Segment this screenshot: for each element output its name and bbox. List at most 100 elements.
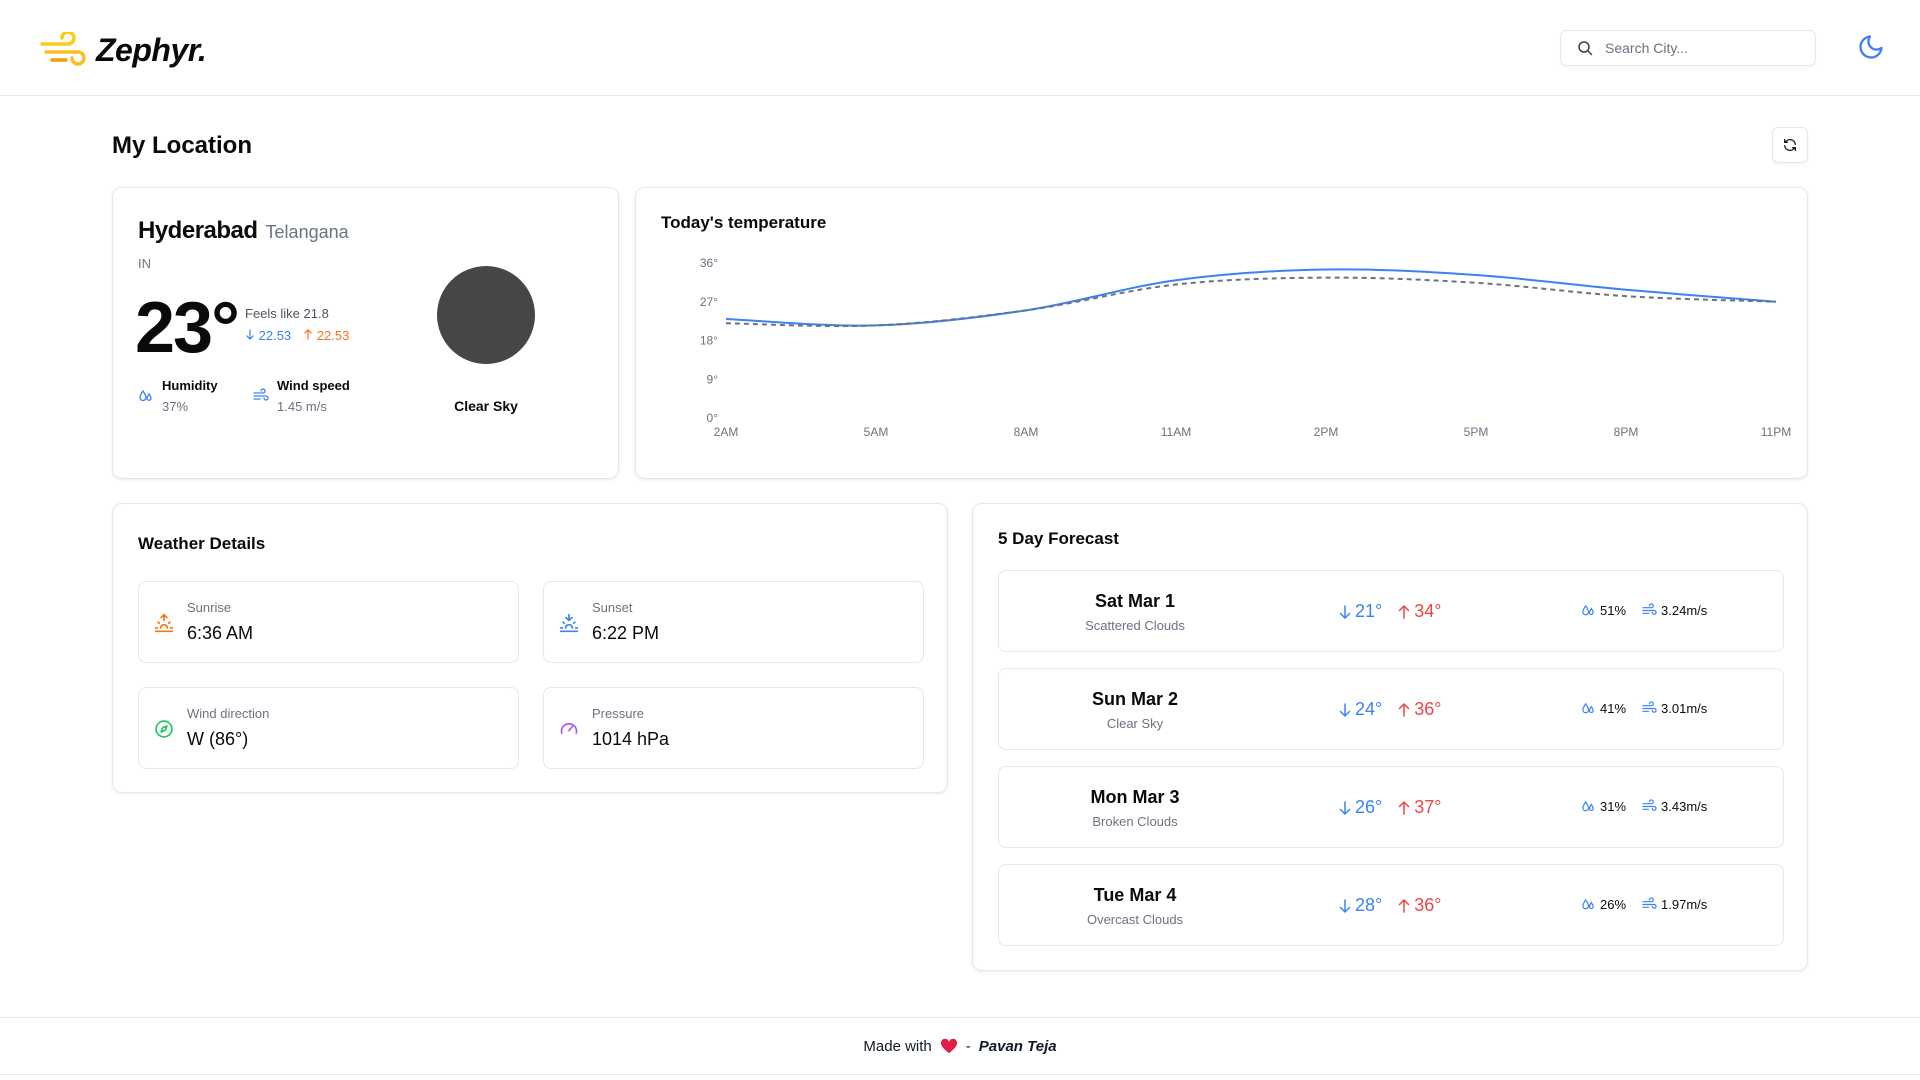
feels-like-line (725, 276, 1777, 328)
arrow-up-icon (1398, 800, 1410, 815)
app-header: Zephyr. (0, 0, 1920, 96)
footer-author[interactable]: Pavan Teja (978, 1037, 1057, 1055)
forecast-day: Sat Mar 1 Scattered Clouds (999, 591, 1271, 633)
sunset-tile: Sunset 6:22 PM (543, 581, 924, 663)
forecast-day: Tue Mar 4 Overcast Clouds (999, 885, 1271, 927)
forecast-row: Sat Mar 1 Scattered Clouds 21° 34° 51% 3.24m/… (998, 570, 1784, 652)
forecast-humidity: 26% (1581, 897, 1626, 912)
refresh-icon (1784, 138, 1796, 152)
x-tick-label: 8PM (1614, 425, 1639, 439)
arrow-down-icon (1339, 702, 1351, 717)
footer: Made with - Pavan Teja (0, 1017, 1920, 1075)
forecast-stats: 41% 3.01m/s (1581, 701, 1707, 716)
forecast-wind-value: 1.97m/s (1661, 897, 1708, 912)
forecast-max: 36° (1398, 895, 1441, 916)
wind-label: Wind speed (277, 378, 350, 393)
search-input[interactable] (1605, 40, 1795, 56)
humidity-value: 37% (162, 399, 189, 414)
y-tick-label: 18° (700, 334, 718, 348)
wind-direction-tile: Wind direction W (86°) (138, 687, 519, 769)
forecast-max-value: 36° (1414, 699, 1442, 719)
forecast-temps: 26° 37° (1339, 797, 1441, 818)
forecast-stats: 31% 3.43m/s (1581, 799, 1707, 814)
logo[interactable]: Zephyr. (40, 30, 207, 70)
forecast-day-name: Tue Mar 4 (1093, 885, 1177, 905)
app-name: Zephyr. (96, 31, 207, 68)
forecast-max: 37° (1398, 797, 1441, 818)
arrow-down-icon (1339, 898, 1351, 913)
chart-title: Today's temperature (661, 213, 827, 232)
forecast-day: Sun Mar 2 Clear Sky (999, 689, 1271, 731)
max-temp: 22.53 (303, 328, 349, 343)
min-max-temp: 22.53 22.53 (245, 328, 349, 343)
arrow-down-icon (246, 329, 254, 340)
wind-speed-stat: Wind speed 1.45 m/s (253, 378, 350, 414)
wind-icon (1642, 603, 1657, 615)
arrow-up-icon (304, 329, 312, 340)
sunrise-tile: Sunrise 6:36 AM (138, 581, 519, 663)
wind-icon (1642, 701, 1657, 713)
footer-made-with: Made with (863, 1037, 932, 1055)
forecast-min: 26° (1339, 797, 1382, 818)
forecast-min: 24° (1339, 699, 1382, 720)
weather-details-card: Weather Details Sunrise 6:36 AM Sunset 6… (112, 503, 948, 793)
forecast-temps: 21° 34° (1339, 601, 1441, 622)
max-temp-value: 22.53 (316, 328, 350, 343)
weather-condition-icon (437, 266, 535, 364)
forecast-min-value: 28° (1355, 895, 1383, 915)
forecast-humidity-value: 51% (1600, 603, 1627, 618)
refresh-button[interactable] (1772, 127, 1808, 163)
compass-icon (155, 720, 173, 738)
y-tick-label: 36° (700, 256, 718, 270)
wind-direction-value: W (86°) (187, 729, 249, 749)
arrow-up-icon (1398, 604, 1410, 619)
wind-icon (1642, 897, 1657, 909)
temperature-chart: 0° 9° 18° 27° 36° 2AM 5AM 8AM 11AM 2PM 5PM 8PM 11PM (700, 256, 1791, 439)
forecast-min: 21° (1339, 601, 1382, 622)
pressure-tile: Pressure 1014 hPa (543, 687, 924, 769)
pressure-label: Pressure (592, 706, 645, 721)
wind-value: 1.45 m/s (277, 399, 327, 414)
droplets-icon (1582, 702, 1594, 714)
city-search[interactable] (1560, 30, 1816, 66)
forecast-min-value: 26° (1355, 797, 1383, 817)
wind-icon (253, 388, 269, 401)
heart-icon (940, 1038, 957, 1054)
forecast-wind: 3.24m/s (1642, 603, 1707, 618)
forecast-humidity-value: 26% (1600, 897, 1627, 912)
forecast-wind: 3.01m/s (1642, 701, 1707, 716)
arrow-up-icon (1398, 898, 1410, 913)
forecast-day-desc: Overcast Clouds (1086, 912, 1184, 927)
forecast-title: 5 Day Forecast (998, 529, 1119, 548)
y-tick-label: 27° (700, 295, 718, 309)
forecast-wind: 3.43m/s (1642, 799, 1707, 814)
droplets-icon (1582, 898, 1594, 910)
forecast-card: 5 Day Forecast Sat Mar 1 Scattered Clouds… (972, 503, 1808, 971)
current-temperature: 23° (135, 288, 240, 368)
forecast-humidity: 41% (1581, 701, 1626, 716)
droplets-icon (139, 389, 152, 402)
page-title: My Location (112, 132, 253, 159)
humidity-stat: Humidity 37% (138, 378, 218, 414)
forecast-max: 34° (1398, 601, 1441, 622)
forecast-min: 28° (1339, 895, 1382, 916)
forecast-temps: 28° 36° (1339, 895, 1441, 916)
x-tick-label: 11PM (1761, 425, 1791, 439)
country-code: IN (138, 256, 151, 271)
arrow-down-icon (1339, 800, 1351, 815)
forecast-day-name: Sat Mar 1 (1094, 591, 1176, 611)
min-temp: 22.53 (245, 328, 291, 343)
x-tick-label: 5AM (864, 425, 889, 439)
footer-separator: - (965, 1037, 971, 1055)
forecast-max-value: 36° (1414, 895, 1442, 915)
theme-toggle-button[interactable] (1856, 32, 1886, 62)
y-tick-label: 0° (707, 411, 719, 425)
forecast-wind-value: 3.24m/s (1661, 603, 1708, 618)
gauge-icon (560, 722, 578, 734)
forecast-wind-value: 3.43m/s (1661, 799, 1708, 814)
forecast-humidity: 31% (1581, 799, 1626, 814)
forecast-row: Mon Mar 3 Broken Clouds 26° 37° 31% 3.43m/s (998, 766, 1784, 848)
moon-icon (1859, 35, 1883, 59)
wind-direction-label: Wind direction (187, 706, 270, 721)
x-tick-label: 8AM (1014, 425, 1039, 439)
